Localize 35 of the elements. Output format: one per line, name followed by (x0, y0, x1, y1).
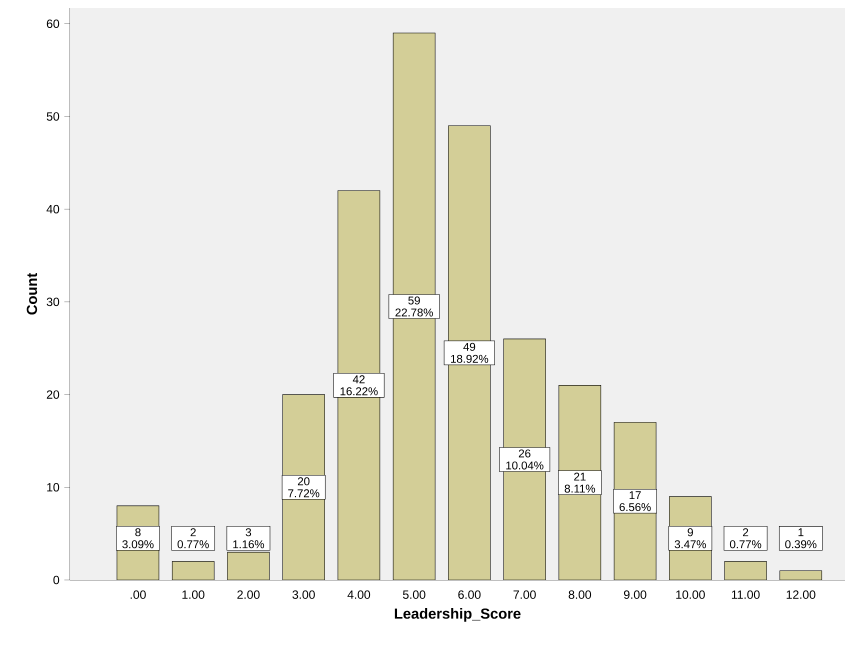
data-label: 2 0.77% (730, 528, 762, 548)
x-tick-label: 8.00 (568, 590, 592, 599)
x-tick-label: 2.00 (237, 590, 260, 599)
x-tick-label: 6.00 (458, 590, 481, 599)
x-tick-label: 12.00 (786, 590, 816, 599)
x-tick-label: 5.00 (402, 590, 426, 599)
y-tick-label: 60 (46, 19, 60, 28)
data-label: 17 6.56% (620, 491, 651, 512)
data-label: 21 8.11% (564, 472, 596, 493)
x-tick-label: .00 (130, 590, 146, 599)
y-tick-label: 40 (46, 204, 60, 214)
data-label: 3 1.16% (233, 528, 264, 548)
x-tick-label: 7.00 (514, 590, 536, 599)
data-label: 49 18.92% (451, 342, 488, 363)
x-tick-label: 1.00 (182, 590, 204, 599)
data-label: 1 0.39% (785, 528, 816, 548)
y-tick-label: 0 (53, 576, 60, 584)
y-tick-label: 50 (46, 112, 60, 121)
data-label: 8 3.09% (122, 528, 154, 548)
data-label: 9 3.47% (674, 528, 706, 548)
x-tick-label: 3.00 (292, 590, 315, 599)
data-label: 20 7.72% (288, 477, 320, 498)
x-tick-label: 4.00 (347, 590, 370, 599)
x-tick-label: 10.00 (676, 590, 705, 599)
x-axis-title: Leadership_Score (394, 608, 521, 622)
data-label: 2 0.77% (178, 528, 209, 548)
y-axis-title: Count (26, 272, 38, 315)
x-tick-label: 11.00 (732, 590, 760, 599)
y-tick-label: 20 (46, 390, 60, 399)
data-label: 26 10.04% (506, 449, 544, 470)
y-tick-label: 10 (47, 483, 60, 492)
data-label: 42 16.22% (340, 375, 378, 396)
data-label: 59 22.78% (395, 296, 433, 316)
x-tick-label: 9.00 (624, 590, 646, 599)
y-tick-label: 30 (46, 298, 60, 306)
